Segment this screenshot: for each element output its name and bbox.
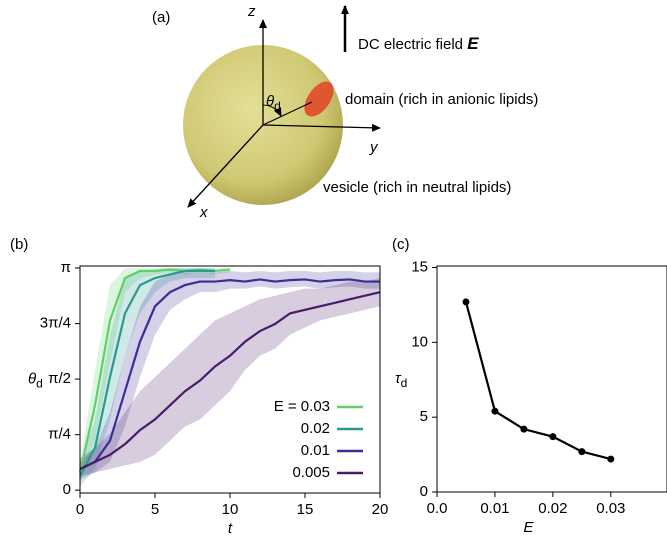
error-band xyxy=(80,270,380,480)
marker xyxy=(607,455,615,463)
x-tick-label: 10 xyxy=(222,501,239,518)
x-tick-label: 5 xyxy=(151,501,159,518)
marker xyxy=(462,298,470,306)
symbol: τ xyxy=(395,370,402,387)
error-band xyxy=(80,278,380,477)
y-tick-label: π/4 xyxy=(48,426,71,443)
x-tick-label: 20 xyxy=(372,501,389,518)
x-tick-label: 0.03 xyxy=(596,500,625,517)
x-axis-label: t xyxy=(228,520,233,537)
error-band xyxy=(80,268,215,487)
domain xyxy=(304,81,334,117)
x-axis-label: E xyxy=(523,519,534,536)
x-tick-label: 0.01 xyxy=(480,500,509,517)
error-band xyxy=(80,268,230,484)
legend-label: E = 0.03 xyxy=(274,398,330,415)
subscript: d xyxy=(274,99,281,113)
panel-label: (a) xyxy=(152,9,170,26)
y-tick-label: 10 xyxy=(411,333,428,350)
symbol: θ xyxy=(28,370,36,387)
x-tick-label: 0 xyxy=(76,501,84,518)
marker xyxy=(549,433,557,441)
theta-label: θd xyxy=(266,93,281,113)
y-axis-label: θd xyxy=(28,370,43,390)
line xyxy=(79,269,215,477)
plot-frame xyxy=(436,265,667,493)
y-tick-label: 0 xyxy=(63,481,71,498)
y-tick-label: π/2 xyxy=(48,370,71,387)
subscript: d xyxy=(401,376,408,390)
line xyxy=(79,291,381,470)
plot-frame xyxy=(79,265,381,494)
field-label: DC electric field E xyxy=(358,34,479,53)
symbol: θ xyxy=(266,93,274,110)
marker xyxy=(520,425,528,433)
y-tick-label: 0 xyxy=(420,483,428,500)
panel-a: (a) z y x θd DC electric field E domain … xyxy=(152,3,538,221)
subscript: d xyxy=(36,377,43,391)
x-tick-label: 0.0 xyxy=(427,500,448,517)
field-symbol: E xyxy=(467,34,479,53)
line xyxy=(79,278,380,470)
x-tick-label: 0.02 xyxy=(538,500,567,517)
line xyxy=(464,301,612,461)
theta-arc xyxy=(262,104,282,117)
y-tick-label: 15 xyxy=(411,258,428,275)
legend-label: 0.01 xyxy=(301,442,330,459)
marker xyxy=(491,407,499,415)
vesicle-label: vesicle (rich in neutral lipids) xyxy=(323,179,511,196)
y-tick-label: π xyxy=(61,259,71,276)
field-text: DC electric field xyxy=(358,36,467,53)
marker xyxy=(578,448,586,456)
z-label: z xyxy=(247,3,256,20)
x-tick-label: 15 xyxy=(297,501,314,518)
x-label: x xyxy=(199,204,208,221)
panel-label: (c) xyxy=(392,236,410,253)
legend-label: 0.005 xyxy=(292,464,330,481)
x-axis xyxy=(187,124,264,208)
y-axis xyxy=(262,123,381,132)
y-label: y xyxy=(369,139,379,156)
y-tick-label: 3π/4 xyxy=(40,315,71,332)
y-axis-label: τd xyxy=(395,370,407,390)
domain-axis xyxy=(262,101,313,126)
domain-label: domain (rich in anionic lipids) xyxy=(345,91,538,108)
y-tick-label: 5 xyxy=(420,408,428,425)
panel-label: (b) xyxy=(10,236,28,253)
legend-label: 0.02 xyxy=(301,420,330,437)
